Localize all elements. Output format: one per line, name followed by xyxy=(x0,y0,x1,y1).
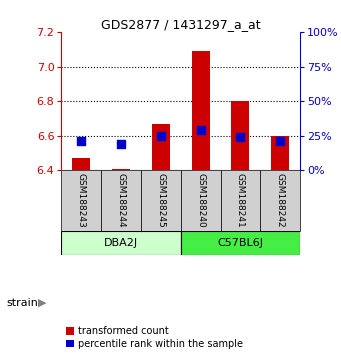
Point xyxy=(238,135,243,140)
Text: DBA2J: DBA2J xyxy=(104,238,138,248)
Text: strain: strain xyxy=(7,298,39,308)
Legend: transformed count, percentile rank within the sample: transformed count, percentile rank withi… xyxy=(66,326,243,349)
Text: GSM188244: GSM188244 xyxy=(117,173,125,228)
Text: GSM188242: GSM188242 xyxy=(276,173,285,228)
Bar xyxy=(152,124,170,170)
Title: GDS2877 / 1431297_a_at: GDS2877 / 1431297_a_at xyxy=(101,18,261,31)
Text: ▶: ▶ xyxy=(38,298,46,308)
Point xyxy=(78,138,84,144)
Bar xyxy=(141,170,181,231)
Bar xyxy=(61,231,181,255)
Text: GSM188240: GSM188240 xyxy=(196,173,205,228)
Bar xyxy=(61,170,101,231)
Bar xyxy=(271,136,289,170)
Text: GSM188245: GSM188245 xyxy=(156,173,165,228)
Bar xyxy=(260,170,300,231)
Bar xyxy=(181,170,221,231)
Bar xyxy=(181,231,300,255)
Text: C57BL6J: C57BL6J xyxy=(218,238,263,248)
Text: GSM188243: GSM188243 xyxy=(77,173,86,228)
Bar xyxy=(232,101,249,170)
Text: GSM188241: GSM188241 xyxy=(236,173,245,228)
Point xyxy=(198,127,203,133)
Bar xyxy=(72,158,90,170)
Point xyxy=(158,133,164,139)
Bar xyxy=(101,170,141,231)
Point xyxy=(278,138,283,144)
Bar xyxy=(192,51,210,170)
Bar xyxy=(221,170,260,231)
Bar xyxy=(112,169,130,170)
Point xyxy=(118,141,124,147)
